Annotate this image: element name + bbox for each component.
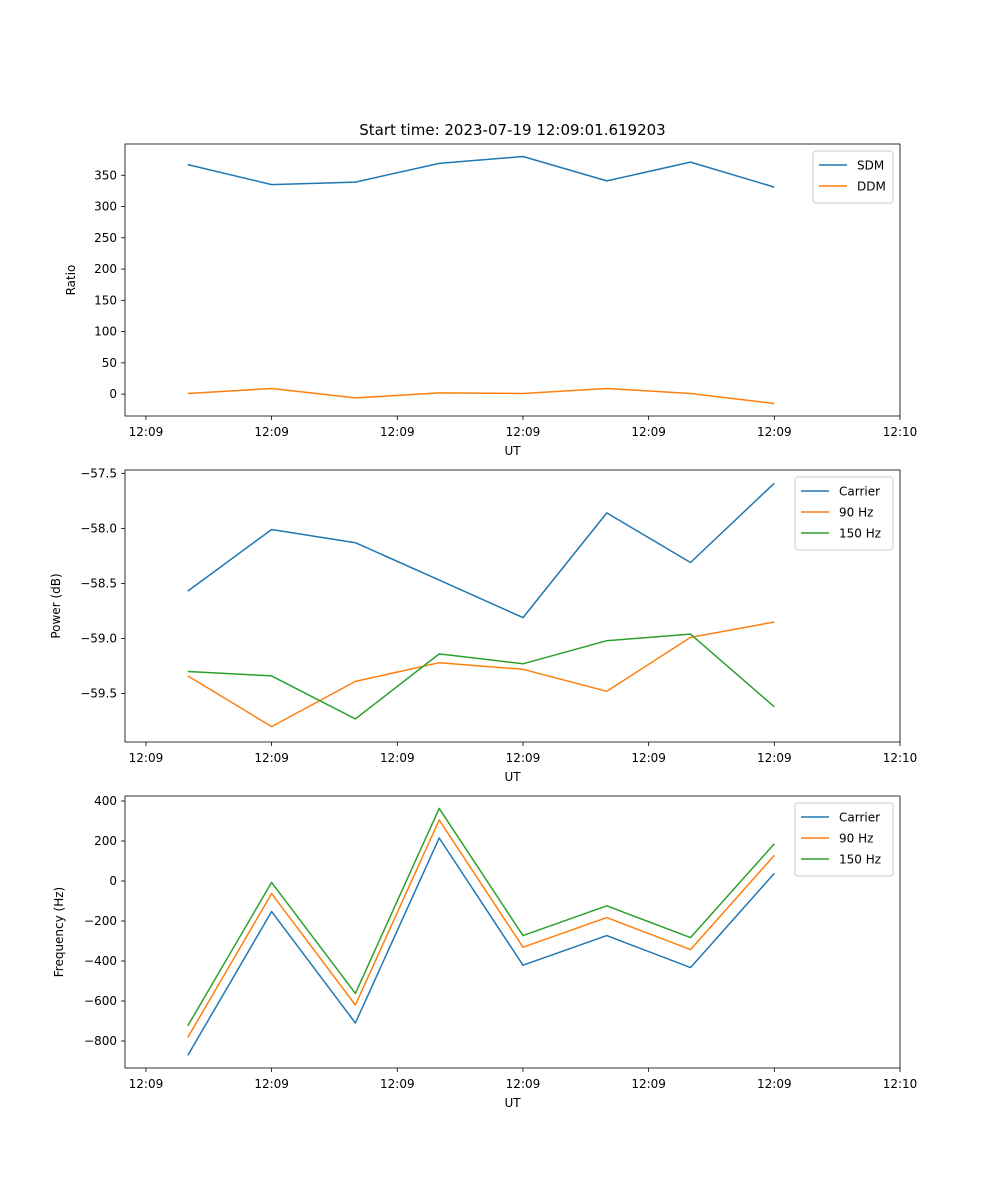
- legend-label: 150 Hz: [839, 527, 881, 541]
- axes-frame: [124, 795, 901, 1069]
- x-tick-label: 12:09: [757, 1077, 792, 1091]
- axes-frame: [124, 143, 901, 417]
- x-axis-label: UT: [504, 444, 521, 458]
- x-tick-label: 12:09: [254, 751, 289, 765]
- y-tick-label: 100: [94, 325, 117, 339]
- x-tick-label: 12:09: [129, 751, 164, 765]
- series-line-90-hz: [187, 819, 775, 1038]
- y-axis-label: Ratio: [64, 265, 78, 296]
- x-tick-label: 12:09: [506, 425, 541, 439]
- y-tick-label: −59.5: [80, 687, 117, 701]
- legend-label: 90 Hz: [839, 832, 873, 846]
- y-tick-label: −57.5: [80, 466, 117, 480]
- x-tick-label: 12:10: [883, 751, 918, 765]
- legend-frame: [812, 150, 894, 204]
- legend-label: 90 Hz: [839, 506, 873, 520]
- y-tick-label: −59.0: [80, 631, 117, 645]
- x-tick-label: 12:09: [631, 1077, 666, 1091]
- y-axis-label: Power (dB): [49, 573, 63, 638]
- series-line-carrier: [187, 837, 775, 1056]
- legend-label: 150 Hz: [839, 853, 881, 867]
- y-tick-label: −400: [84, 954, 117, 968]
- x-tick-label: 12:09: [757, 425, 792, 439]
- y-tick-label: −800: [84, 1034, 117, 1048]
- legend-frame: [794, 476, 894, 551]
- series-line-sdm: [187, 155, 775, 188]
- x-tick-label: 12:09: [757, 751, 792, 765]
- x-tick-label: 12:09: [631, 425, 666, 439]
- x-tick-label: 12:09: [506, 1077, 541, 1091]
- plots: 12:09 12:09 12:09 12:09 12:09 12:09 12:10 0 50 10…: [49, 143, 918, 1110]
- y-tick-label: 0: [109, 387, 117, 401]
- subplot-1: 12:09 12:09 12:09 12:09 12:09 12:09 12:10 0 50 10…: [64, 143, 918, 458]
- y-tick-label: −58.5: [80, 576, 117, 590]
- series-line-ddm: [187, 387, 775, 405]
- y-tick-label: 300: [94, 200, 117, 214]
- series-line-150-hz: [187, 633, 775, 720]
- y-tick-label: −58.0: [80, 521, 117, 535]
- x-tick-label: 12:09: [631, 751, 666, 765]
- legend-label: DDM: [857, 180, 886, 194]
- y-tick-label: 200: [94, 262, 117, 276]
- y-tick-label: 0: [109, 874, 117, 888]
- legend-frame: [794, 802, 894, 877]
- x-tick-label: 12:09: [380, 751, 415, 765]
- x-tick-label: 12:09: [380, 425, 415, 439]
- x-tick-label: 12:09: [254, 425, 289, 439]
- x-tick-label: 12:09: [506, 751, 541, 765]
- legend: SDM DDM: [812, 150, 894, 204]
- y-tick-label: 50: [102, 356, 117, 370]
- series-line-150-hz: [187, 807, 775, 1027]
- x-tick-label: 12:10: [883, 1077, 918, 1091]
- x-axis-label: UT: [504, 770, 521, 784]
- x-tick-label: 12:09: [254, 1077, 289, 1091]
- subplot-3: 12:09 12:09 12:09 12:09 12:09 12:09 12:10 −800 −…: [52, 794, 917, 1110]
- legend-label: Carrier: [839, 811, 880, 825]
- subplot-2: 12:09 12:09 12:09 12:09 12:09 12:09 12:10 −59.5…: [49, 466, 917, 784]
- legend-label: SDM: [857, 159, 884, 173]
- axes-frame: [124, 469, 901, 743]
- y-tick-label: −600: [84, 994, 117, 1008]
- y-tick-label: 200: [94, 834, 117, 848]
- series-line-90-hz: [187, 621, 775, 728]
- legend: Carrier 90 Hz 150 Hz: [794, 476, 894, 551]
- legend-label: Carrier: [839, 485, 880, 499]
- y-axis-label: Frequency (Hz): [52, 887, 66, 978]
- y-tick-label: 250: [94, 231, 117, 245]
- y-tick-label: 400: [94, 794, 117, 808]
- x-tick-label: 12:09: [380, 1077, 415, 1091]
- x-axis-label: UT: [504, 1096, 521, 1110]
- y-tick-label: −200: [84, 914, 117, 928]
- figure-title: Start time: 2023-07-19 12:09:01.619203: [359, 121, 665, 139]
- x-tick-label: 12:09: [129, 1077, 164, 1091]
- y-tick-label: 150: [94, 293, 117, 307]
- x-tick-label: 12:09: [129, 425, 164, 439]
- x-tick-label: 12:10: [883, 425, 918, 439]
- y-tick-label: 350: [94, 168, 117, 182]
- series-line-carrier: [187, 482, 775, 619]
- legend: Carrier 90 Hz 150 Hz: [794, 802, 894, 877]
